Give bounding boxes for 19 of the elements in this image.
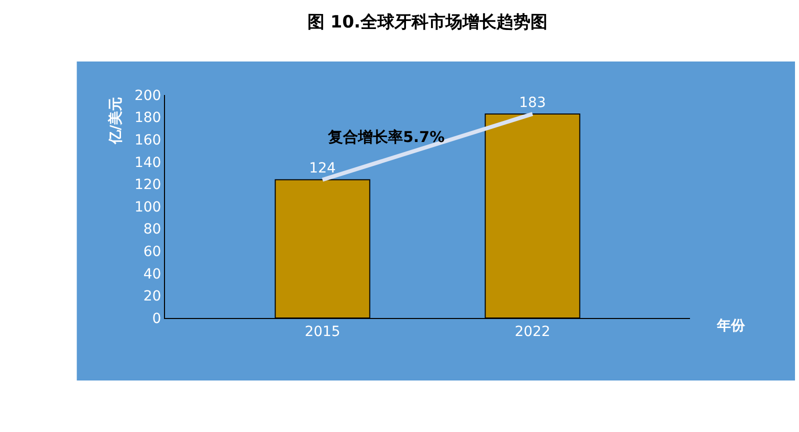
y-tick-label: 120 <box>134 177 162 194</box>
x-axis-title: 年份 <box>716 318 746 334</box>
x-tick-label: 2015 <box>304 324 340 340</box>
y-tick-label: 0 <box>152 310 162 327</box>
y-tick-label: 60 <box>143 244 162 260</box>
data-label: 124 <box>309 160 336 177</box>
y-tick-label: 180 <box>134 110 162 126</box>
y-tick-label: 160 <box>134 132 162 148</box>
data-label: 183 <box>519 94 546 111</box>
y-axis-title: 亿/美元 <box>107 97 124 146</box>
y-tick-label: 100 <box>134 199 162 216</box>
y-tick-label: 140 <box>134 154 162 171</box>
annotation: 复合增长率5.7% <box>327 128 445 146</box>
y-tick-label: 40 <box>143 266 162 282</box>
y-tick-label: 80 <box>143 222 162 238</box>
y-tick-label: 200 <box>134 88 162 104</box>
x-tick-label: 2022 <box>514 324 550 340</box>
y-tick-label: 20 <box>143 288 162 305</box>
chart-title: 图 10.全球牙科市场增长趋势图 <box>307 12 548 33</box>
